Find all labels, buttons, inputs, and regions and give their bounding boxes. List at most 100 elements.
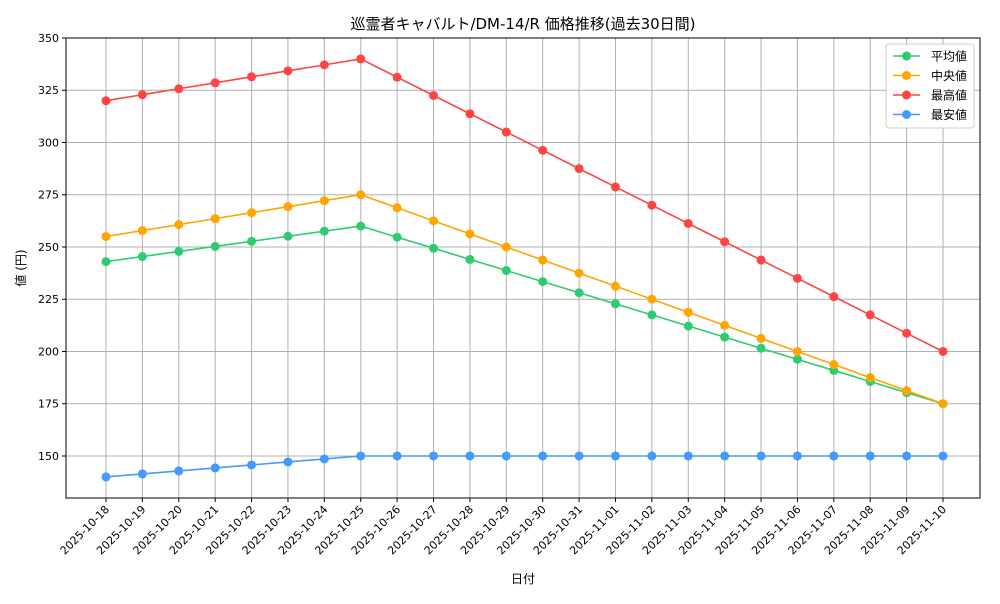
data-point (101, 96, 111, 106)
data-point (865, 310, 875, 320)
series-line (105, 455, 943, 478)
legend-label: 中央値 (931, 68, 967, 83)
data-point (647, 200, 657, 210)
data-point (938, 399, 948, 409)
series-group (101, 54, 948, 482)
legend-box (885, 43, 975, 129)
data-point (429, 90, 439, 100)
data-point (865, 373, 875, 383)
y-tick-label: 175 (38, 398, 59, 411)
plot-frame (65, 37, 981, 499)
data-point (210, 463, 220, 473)
data-point (429, 243, 439, 253)
y-tick-label: 200 (38, 345, 59, 358)
data-point (174, 84, 184, 94)
data-point (647, 294, 657, 304)
data-point (174, 466, 184, 476)
legend-label: 最安値 (931, 107, 967, 122)
data-point (356, 54, 366, 64)
data-point (210, 214, 220, 224)
y-tick-label: 300 (38, 136, 59, 149)
data-point (538, 145, 548, 155)
legend-marker (902, 71, 911, 80)
data-point (392, 232, 402, 242)
data-point (647, 310, 657, 320)
data-point (829, 360, 839, 370)
data-point (574, 268, 584, 278)
data-point (174, 246, 184, 256)
legend-marker (902, 110, 911, 119)
data-point (356, 190, 366, 200)
data-point (683, 307, 693, 317)
data-point (938, 451, 948, 461)
data-point (501, 242, 511, 252)
data-point (756, 343, 766, 353)
data-point (501, 266, 511, 276)
data-point (683, 321, 693, 331)
data-point (720, 320, 730, 330)
data-point (465, 254, 475, 264)
data-point (756, 333, 766, 343)
legend-marker (902, 90, 911, 100)
data-point (610, 281, 620, 291)
data-point (610, 299, 620, 309)
data-point (720, 237, 730, 247)
data-point (465, 451, 475, 461)
data-point (501, 451, 511, 461)
data-point (792, 451, 802, 461)
data-point (283, 457, 293, 467)
data-point (356, 451, 366, 461)
data-point (356, 221, 366, 231)
series-1 (101, 190, 948, 409)
data-point (647, 451, 657, 461)
data-point (683, 451, 693, 461)
series-2 (101, 54, 948, 356)
data-point (538, 255, 548, 265)
y-tick-label: 275 (38, 189, 59, 202)
data-point (101, 472, 111, 482)
data-point (174, 220, 184, 230)
y-tick-label: 325 (38, 84, 59, 97)
data-point (210, 241, 220, 251)
series-3 (101, 451, 948, 482)
data-point (319, 60, 329, 70)
data-point (137, 90, 147, 100)
x-axis-ticks: 2025-10-182025-10-192025-10-202025-10-21… (58, 498, 949, 557)
data-point (829, 451, 839, 461)
data-point (101, 232, 111, 242)
y-tick-label: 150 (38, 450, 59, 463)
data-point (101, 257, 111, 267)
data-point (720, 451, 730, 461)
data-point (792, 273, 802, 283)
data-point (319, 454, 329, 464)
chart-title: 巡霊者キャバルト/DM-14/R 価格推移(過去30日間) (350, 15, 695, 33)
y-tick-label: 350 (38, 32, 59, 45)
data-point (137, 252, 147, 262)
data-point (938, 346, 948, 356)
data-point (137, 226, 147, 236)
data-point (792, 354, 802, 364)
data-point (319, 196, 329, 206)
data-point (574, 288, 584, 298)
data-point (247, 72, 257, 82)
data-point (465, 229, 475, 239)
data-point (792, 346, 802, 356)
data-point (392, 203, 402, 213)
data-point (829, 292, 839, 302)
data-point (902, 451, 912, 461)
data-point (465, 109, 475, 119)
data-point (538, 277, 548, 287)
data-point (137, 469, 147, 479)
data-point (392, 451, 402, 461)
data-point (429, 216, 439, 226)
data-point (902, 328, 912, 338)
series-line (105, 58, 944, 353)
legend-marker (902, 51, 911, 61)
data-point (429, 451, 439, 461)
data-point (720, 332, 730, 342)
data-point (501, 127, 511, 137)
series-line (105, 193, 944, 405)
data-point (210, 78, 220, 88)
